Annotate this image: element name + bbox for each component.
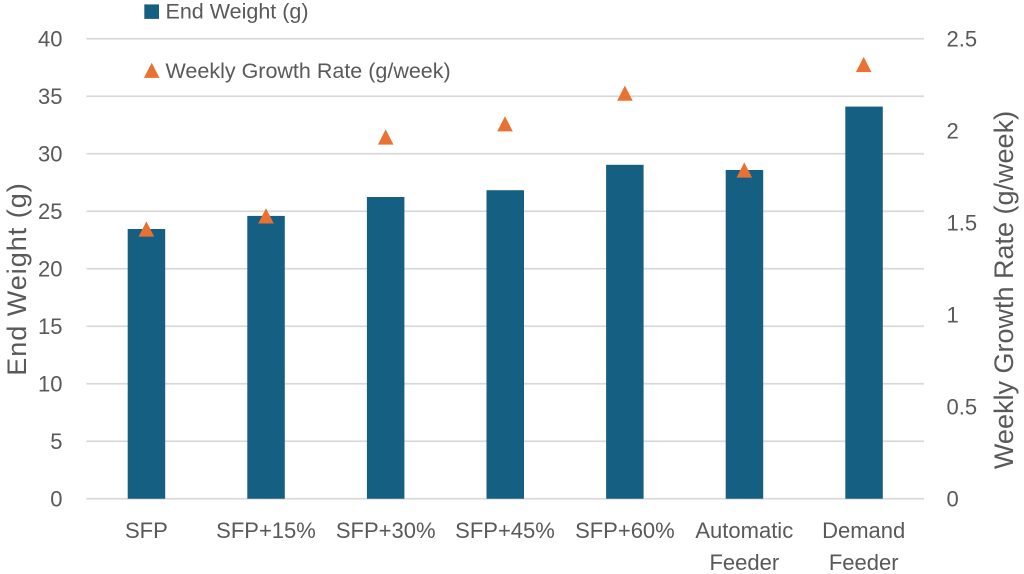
svg-text:Weekly Growth Rate (g/week): Weekly Growth Rate (g/week)	[166, 59, 451, 83]
svg-text:SFP+15%: SFP+15%	[216, 518, 316, 543]
svg-text:2.5: 2.5	[947, 26, 978, 51]
svg-text:10: 10	[38, 371, 62, 396]
svg-text:End Weight (g): End Weight (g)	[2, 182, 32, 376]
svg-text:0: 0	[947, 486, 959, 511]
svg-text:40: 40	[38, 26, 62, 51]
svg-text:0: 0	[50, 486, 62, 511]
svg-text:25: 25	[38, 199, 62, 224]
svg-text:2: 2	[947, 118, 959, 143]
svg-text:Demand: Demand	[822, 518, 905, 543]
svg-text:SFP+45%: SFP+45%	[455, 518, 555, 543]
svg-text:Weekly Growth Rate (g/week): Weekly Growth Rate (g/week)	[989, 111, 1019, 469]
svg-text:Feeder: Feeder	[709, 550, 779, 574]
svg-text:30: 30	[38, 141, 62, 166]
svg-text:SFP: SFP	[125, 518, 168, 543]
svg-text:15: 15	[38, 314, 62, 339]
svg-text:Feeder: Feeder	[829, 550, 899, 574]
svg-text:Automatic: Automatic	[695, 518, 793, 543]
svg-text:SFP+30%: SFP+30%	[336, 518, 436, 543]
svg-text:35: 35	[38, 84, 62, 109]
svg-text:SFP+60%: SFP+60%	[575, 518, 675, 543]
svg-text:1.5: 1.5	[947, 210, 978, 235]
svg-text:20: 20	[38, 256, 62, 281]
svg-text:0.5: 0.5	[947, 394, 978, 419]
svg-text:End Weight (g): End Weight (g)	[166, 0, 309, 24]
svg-text:5: 5	[50, 429, 62, 454]
svg-text:1: 1	[947, 302, 959, 327]
